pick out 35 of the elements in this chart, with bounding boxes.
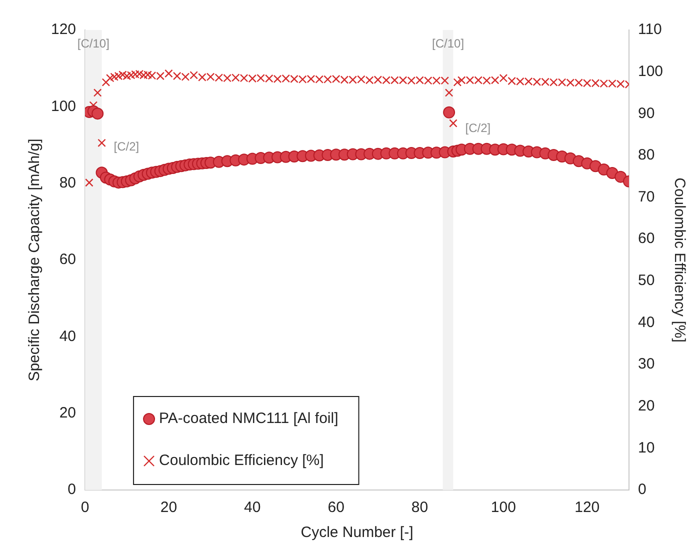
y2-tick-label: 30 [638,356,655,373]
x-tick-label: 20 [160,499,178,516]
band-label: [C/10] [77,36,110,50]
y2-tick-label: 60 [638,230,655,248]
y-tick-label: 0 [68,481,76,498]
y-tick-label: 100 [50,98,76,115]
y2-tick-label: 90 [638,104,655,122]
y2-tick-label: 20 [638,398,655,415]
x-tick-label: 100 [490,499,516,516]
x-tick-label: 80 [411,499,428,516]
y2-tick-label: 0 [638,481,646,498]
y-axis-title: Specific Discharge Capacity [mAh/g] [26,138,44,382]
y2-tick-label: 70 [638,188,655,206]
y2-tick-label: 80 [638,146,655,164]
y-tick-label: 80 [59,174,76,192]
legend-label: Coulombic Efficiency [%] [159,452,324,470]
y2-axis-title: Coulombic Efficiency [%] [670,178,688,342]
y-tick-label: 60 [59,251,76,268]
y-tick-label: 20 [59,404,76,422]
y2-tick-label: 10 [638,439,655,456]
x-tick-label: 120 [574,499,600,516]
annotation: [C/2] [114,140,140,154]
annotation: [C/2] [465,121,491,136]
y2-tick-label: 110 [638,21,662,38]
y-tick-label: 40 [59,328,76,345]
y2-tick-label: 40 [638,314,655,331]
x-tick-label: 40 [244,499,261,516]
band-label: [C/10] [432,36,464,50]
y2-tick-label: 100 [638,62,664,80]
legend-label: PA-coated NMC111 [Al foil] [159,410,338,428]
x-axis-title: Cycle Number [-] [300,524,414,542]
y-tick-label: 120 [50,21,76,38]
x-tick-label: 60 [328,499,344,516]
x-tick-label: 0 [80,499,90,516]
y2-tick-label: 50 [638,272,655,290]
